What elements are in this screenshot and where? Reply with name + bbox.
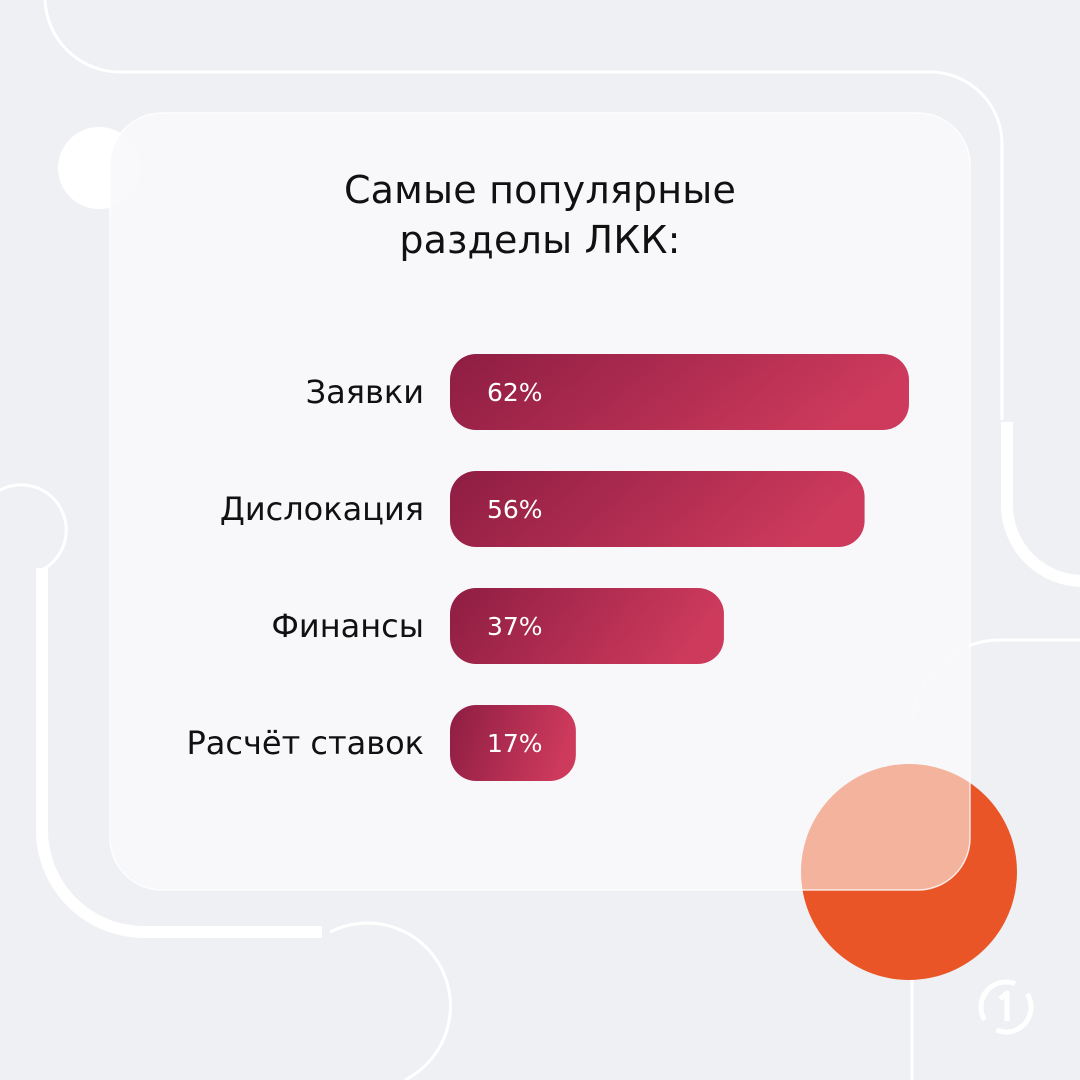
- decor-peach-quarter: [801, 764, 970, 890]
- decor-thick-left: [36, 568, 322, 938]
- bar: [450, 705, 576, 781]
- value-label: 17%: [487, 729, 543, 758]
- value-label: 37%: [487, 612, 543, 641]
- decor-line-top: [43, 0, 1004, 420]
- brand-logo-icon: [978, 979, 1034, 1035]
- bar: [450, 588, 724, 664]
- decor-thick-right: [1001, 422, 1080, 587]
- bar: [450, 354, 909, 430]
- bar: [450, 471, 865, 547]
- chart-title-line-2: разделы ЛКК:: [399, 218, 681, 262]
- category-label: Дислокация: [220, 490, 424, 528]
- decor-line-bottom: [329, 921, 452, 1080]
- category-label: Расчёт ставок: [186, 724, 424, 762]
- category-label: Финансы: [271, 607, 424, 645]
- chart-title-line-1: Самые популярные: [343, 168, 737, 212]
- decor-line-left: [0, 483, 68, 572]
- chart-title: Самые популярные разделы ЛКК:: [110, 165, 970, 265]
- value-label: 62%: [487, 378, 543, 407]
- category-label: Заявки: [306, 373, 424, 411]
- value-label: 56%: [487, 495, 543, 524]
